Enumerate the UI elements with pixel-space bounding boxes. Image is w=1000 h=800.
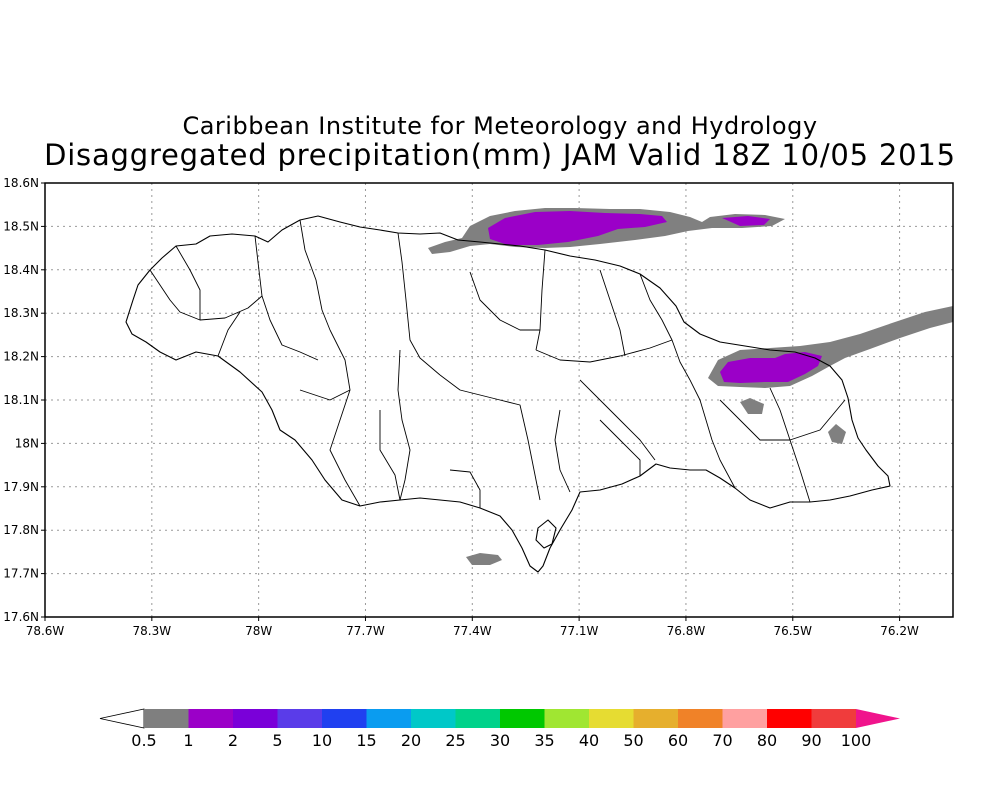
chart-title: Caribbean Institute for Meteorology and … (182, 112, 818, 140)
boundary-inner-1 (217, 311, 241, 357)
colorbar-swatch (322, 709, 367, 728)
x-tick-label: 78W (245, 624, 272, 638)
boundary-inner-8 (379, 410, 401, 501)
x-tick-label: 77.1W (560, 624, 599, 638)
boundary-clarendon-east (439, 374, 541, 501)
x-tick-label: 76.8W (667, 624, 706, 638)
y-tick-label: 18.6N (3, 176, 39, 190)
colorbar-swatch (188, 709, 233, 728)
y-tick-label: 18.3N (3, 306, 39, 320)
colorbar-lower-arrow (99, 708, 145, 729)
island-outline (125, 215, 891, 573)
colorbar: 0.5 1 2 5 10 15 20 25 30 35 40 50 60 70 80 90 100 (99, 708, 900, 750)
boundary-stjames-trelawny (299, 219, 331, 331)
portland-bight-coast (535, 519, 557, 549)
colorbar-swatch (589, 709, 634, 728)
x-tick-label: 78.3W (133, 624, 172, 638)
y-tick-label: 17.6N (3, 610, 39, 624)
boundary-inner-5 (599, 269, 626, 357)
y-tick-label: 17.7N (3, 567, 39, 581)
boundary-inner-9 (175, 245, 201, 320)
boundary-inner-3 (449, 469, 481, 508)
colorbar-label: 90 (801, 731, 821, 750)
boundary-inner-4 (469, 271, 540, 331)
boundary-stcatherine (535, 339, 673, 363)
precip-area-east-patch (828, 424, 846, 444)
y-tick-label: 17.8N (3, 523, 39, 537)
boundary-hanover-westmoreland (149, 269, 263, 321)
colorbar-swatch (233, 709, 278, 728)
colorbar-label: 70 (712, 731, 732, 750)
colorbar-label: 15 (356, 731, 376, 750)
x-tick-label: 78.6W (26, 624, 65, 638)
boundary-stcatherine-south (579, 379, 656, 461)
colorbar-swatch (144, 709, 189, 728)
colorbar-label: 100 (841, 731, 872, 750)
precip-area-northeast-core (720, 352, 822, 383)
precip-area-south-sea (466, 553, 502, 565)
x-tick-label: 76.5W (773, 624, 812, 638)
y-tick-label: 18N (15, 436, 39, 450)
colorbar-label: 10 (312, 731, 332, 750)
colorbar-label: 80 (757, 731, 777, 750)
precip-area-north-coast-core (488, 211, 667, 245)
colorbar-label: 1 (183, 731, 193, 750)
boundary-manchester (329, 329, 361, 507)
colorbar-label: 40 (579, 731, 599, 750)
precip-area-northeast-small-core (722, 216, 770, 226)
boundary-hanover-stjames (254, 235, 263, 297)
boundary-trelawny-stann (397, 232, 441, 376)
colorbar-label: 50 (623, 731, 643, 750)
colorbar-label: 20 (401, 731, 421, 750)
y-tick-label: 17.9N (3, 480, 39, 494)
colorbar-label: 35 (534, 731, 554, 750)
y-tick-label: 18.5N (3, 219, 39, 233)
x-tick-label: 77.4W (453, 624, 492, 638)
y-tick-label: 18.4N (3, 263, 39, 277)
boundary-inner-2 (299, 389, 351, 401)
x-axis-ticks: 78.6W 78.3W 78W 77.7W 77.4W 77.1W 76.8W 76.5W 76… (26, 617, 919, 638)
plot-area: 18.6N 18.5N 18.4N 18.3N 18.2N 18.1N 18N 17.9N 17… (3, 176, 954, 638)
colorbar-swatch (633, 709, 678, 728)
colorbar-swatch (767, 709, 812, 728)
x-tick-label: 76.2W (880, 624, 919, 638)
chart-subtitle: Disaggregated precipitation(mm) JAM Vali… (44, 138, 956, 172)
boundary-standrew (689, 379, 736, 489)
colorbar-upper-arrow (856, 709, 900, 728)
colorbar-swatch (500, 709, 545, 728)
boundary-inner-10 (554, 409, 571, 493)
boundary-stann-stmary (535, 249, 546, 351)
y-axis-ticks: 18.6N 18.5N 18.4N 18.3N 18.2N 18.1N 18N 17.9N 17… (3, 176, 45, 624)
precip-shading (428, 208, 953, 565)
boundary-inner-7 (599, 419, 641, 476)
colorbar-label: 0.5 (131, 731, 156, 750)
colorbar-label: 30 (490, 731, 510, 750)
colorbar-swatch (811, 709, 856, 728)
colorbar-label: 25 (445, 731, 465, 750)
y-tick-label: 18.1N (3, 393, 39, 407)
precip-area-portland-patch (740, 398, 764, 414)
y-tick-label: 18.2N (3, 350, 39, 364)
colorbar-label: 2 (228, 731, 238, 750)
boundary-inner-6 (719, 399, 846, 441)
colorbar-swatch (455, 709, 500, 728)
colorbar-swatch (544, 709, 589, 728)
colorbar-swatch (277, 709, 322, 728)
boundary-westmoreland-sje (261, 295, 319, 361)
boundary-stmary-portland (639, 273, 691, 381)
colorbar-swatch (722, 709, 767, 728)
jamaica-coastline (125, 215, 891, 573)
colorbar-swatch (411, 709, 456, 728)
x-tick-label: 77.7W (346, 624, 385, 638)
colorbar-label: 5 (272, 731, 282, 750)
colorbar-label: 60 (668, 731, 688, 750)
parish-boundaries (149, 219, 846, 508)
boundary-stthomas (769, 387, 811, 503)
colorbar-swatch (366, 709, 411, 728)
colorbar-swatch (678, 709, 723, 728)
boundary-clarendon-west (397, 349, 411, 501)
